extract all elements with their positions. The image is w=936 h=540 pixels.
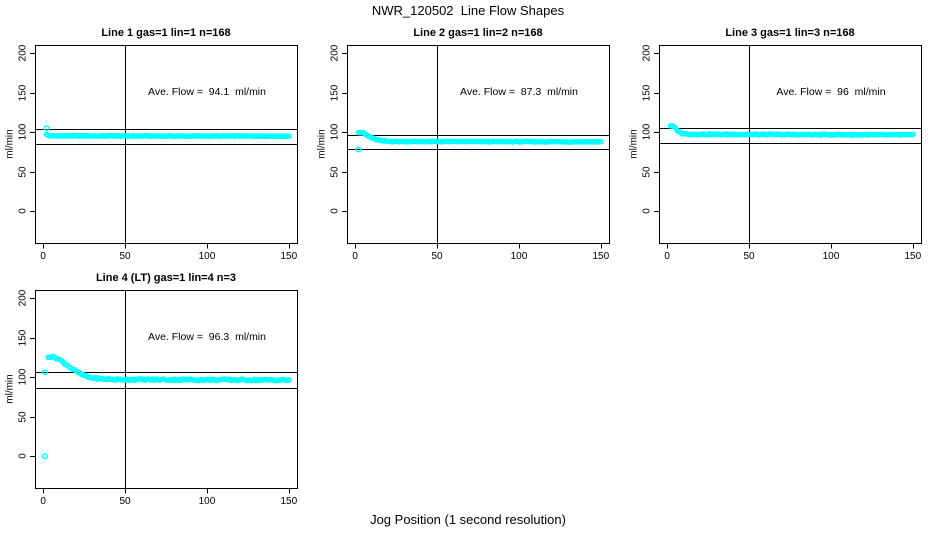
x-tick-label: 100: [198, 496, 216, 507]
y-tick-label: 50: [329, 166, 341, 178]
y-tick-label: 100: [17, 368, 29, 386]
y-tick-label: 0: [17, 453, 29, 460]
x-tick-label: 0: [40, 496, 46, 507]
plot-area: [342, 45, 610, 249]
panel-line-1: Line 1 gas=1 lin=1 n=168 ml/min Ave. Flo…: [0, 25, 312, 270]
y-tick-label: 0: [641, 208, 653, 215]
flow-point: [598, 138, 604, 145]
y-tick-label: 0: [17, 208, 29, 215]
flow-point: [910, 131, 916, 138]
y-tick-label: 200: [17, 289, 29, 307]
y-tick-label: 100: [17, 123, 29, 141]
x-tick-label: 100: [822, 251, 840, 262]
panel-title: Line 4 (LT) gas=1 lin=4 n=3: [95, 272, 237, 284]
plot-box: [659, 45, 922, 244]
y-tick-label: 0: [329, 208, 341, 215]
data-points: [43, 125, 292, 140]
x-tick-label: 150: [592, 251, 610, 262]
plot-area: [654, 45, 922, 249]
y-tick-label: 50: [17, 166, 29, 178]
x-tick-label: 150: [280, 496, 298, 507]
x-tick-label: 50: [743, 251, 755, 262]
x-tick-label: 150: [280, 251, 298, 262]
y-tick-label: 200: [641, 44, 653, 62]
y-tick-label: 50: [641, 166, 653, 178]
y-tick-label: 150: [329, 84, 341, 101]
plot-box: [347, 45, 610, 244]
x-tick-label: 50: [431, 251, 443, 262]
panel-title: Line 3 gas=1 lin=3 n=168: [725, 27, 855, 39]
ave-flow-annotation: Ave. Flow = 94.1 ml/min: [148, 86, 266, 98]
flow-point: [286, 377, 292, 383]
flow-outlier-point: [41, 369, 48, 376]
x-tick-label: 0: [40, 251, 46, 262]
y-tick-label: 150: [641, 84, 653, 101]
plot-area: [30, 290, 298, 494]
panel-title: Line 2 gas=1 lin=2 n=168: [413, 27, 543, 39]
panel-line-2: Line 2 gas=1 lin=2 n=168 ml/min Ave. Flo…: [312, 25, 624, 270]
figure-title: NWR_120502 Line Flow Shapes: [371, 3, 565, 18]
plot-box: [35, 290, 298, 489]
ave-flow-annotation: Ave. Flow = 96 ml/min: [776, 86, 886, 98]
ave-flow-annotation: Ave. Flow = 96.3 ml/min: [148, 331, 266, 343]
x-tick-label: 100: [510, 251, 528, 262]
y-tick-label: 100: [329, 123, 341, 141]
flow-outlier-point: [355, 146, 362, 153]
ave-flow-annotation: Ave. Flow = 87.3 ml/min: [460, 86, 578, 98]
y-tick-label: 50: [17, 411, 29, 423]
y-tick-label: 150: [17, 84, 29, 101]
x-tick-label: 50: [119, 496, 131, 507]
x-tick-label: 50: [119, 251, 131, 262]
y-tick-label: 150: [17, 329, 29, 346]
plot-area: [30, 45, 298, 249]
x-tick-label: 0: [664, 251, 670, 262]
y-tick-label: 100: [641, 123, 653, 141]
x-tick-label: 100: [198, 251, 216, 262]
panel-line-3: Line 3 gas=1 lin=3 n=168 ml/min Ave. Flo…: [624, 25, 936, 270]
data-points: [41, 353, 292, 460]
flow-outlier-point: [43, 125, 50, 132]
y-tick-label: 200: [17, 44, 29, 62]
panel-line-4: Line 4 (LT) gas=1 lin=4 n=3 ml/min Ave. …: [0, 270, 312, 515]
panel-title: Line 1 gas=1 lin=1 n=168: [101, 27, 231, 39]
flow-point: [286, 133, 292, 139]
x-tick-label: 0: [352, 251, 358, 262]
figure-x-axis-label: Jog Position (1 second resolution): [370, 512, 566, 527]
flow-outlier-point: [41, 453, 48, 460]
data-points: [355, 129, 604, 153]
data-points: [667, 122, 916, 139]
y-tick-label: 200: [329, 44, 341, 62]
x-tick-label: 150: [904, 251, 922, 262]
